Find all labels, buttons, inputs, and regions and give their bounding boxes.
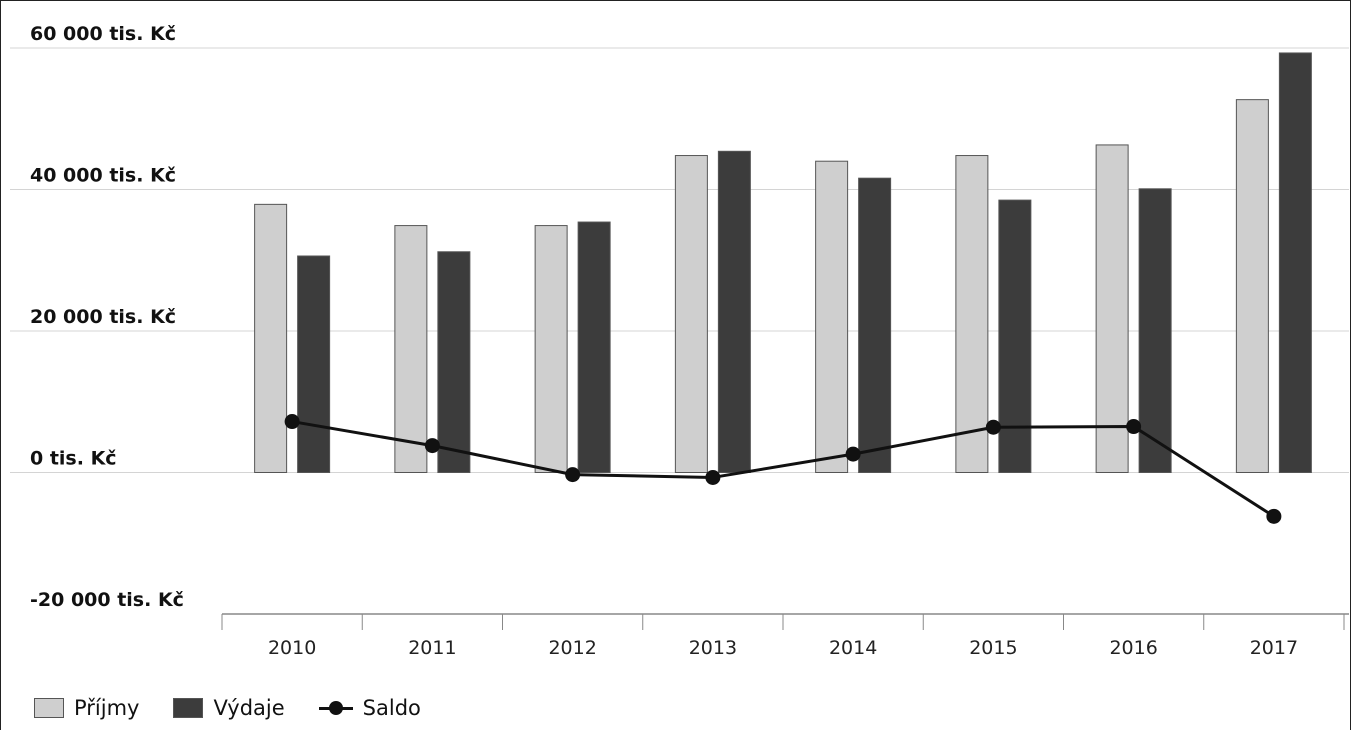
saldo-point-2014[interactable] [845, 446, 861, 462]
legend-label-prijmy: Příjmy [74, 696, 140, 720]
y-tick-label: -20 000 tis. Kč [30, 589, 184, 611]
bar-prijmy-2010[interactable] [254, 203, 288, 473]
bar-prijmy-2013[interactable] [674, 155, 708, 473]
y-tick-label: 60 000 tis. Kč [30, 23, 176, 45]
bar-vydaje-2014[interactable] [858, 177, 892, 473]
saldo-point-2010[interactable] [284, 414, 300, 430]
x-tick-label: 2014 [829, 637, 877, 659]
bar-vydaje-2011[interactable] [437, 251, 471, 473]
legend-label-saldo: Saldo [362, 696, 421, 720]
saldo-point-2016[interactable] [1126, 419, 1142, 435]
bar-vydaje-2016[interactable] [1138, 188, 1172, 473]
x-tick-label: 2015 [969, 637, 1017, 659]
legend: Příjmy Výdaje Saldo [34, 693, 421, 723]
legend-item-prijmy[interactable]: Příjmy [34, 696, 139, 720]
bar-vydaje-2013[interactable] [717, 150, 751, 473]
saldo-point-2012[interactable] [565, 467, 581, 483]
legend-item-vydaje[interactable]: Výdaje [173, 696, 285, 720]
x-tick-label: 2016 [1109, 637, 1157, 659]
legend-swatch-prijmy [34, 698, 64, 718]
y-tick-label: 0 tis. Kč [30, 448, 117, 470]
bar-prijmy-2011[interactable] [394, 225, 428, 473]
saldo-point-2015[interactable] [985, 419, 1001, 435]
x-tick-label: 2017 [1250, 637, 1298, 659]
bar-vydaje-2012[interactable] [577, 221, 611, 473]
bar-prijmy-2014[interactable] [815, 160, 849, 473]
x-axis: 2010 2011 2012 2013 2014 2015 2016 2017 [221, 614, 1345, 659]
bar-prijmy-2012[interactable] [534, 225, 568, 473]
saldo-point-2017[interactable] [1266, 508, 1282, 524]
x-tick-label: 2012 [548, 637, 596, 659]
x-tick-label: 2010 [268, 637, 316, 659]
legend-item-saldo[interactable]: Saldo [318, 696, 421, 720]
y-tick-label: 20 000 tis. Kč [30, 306, 176, 328]
y-axis-ticks: 60 000 tis. Kč 40 000 tis. Kč 20 000 tis. … [30, 23, 184, 611]
legend-symbol-saldo [318, 698, 353, 718]
saldo-point-2013[interactable] [705, 469, 721, 485]
y-tick-label: 40 000 tis. Kč [30, 165, 176, 187]
bar-prijmy-2016[interactable] [1095, 144, 1129, 474]
bar-prijmy-2017[interactable] [1235, 99, 1269, 474]
x-tick-label: 2013 [689, 637, 737, 659]
saldo-line [291, 420, 1275, 518]
legend-label-vydaje: Výdaje [213, 696, 285, 720]
saldo-line-series [284, 414, 1282, 524]
bars [254, 52, 1312, 474]
bar-vydaje-2010[interactable] [297, 255, 331, 473]
saldo-point-2011[interactable] [424, 438, 440, 454]
bar-vydaje-2015[interactable] [998, 199, 1032, 474]
legend-swatch-vydaje [173, 698, 204, 718]
bar-prijmy-2015[interactable] [955, 155, 989, 473]
bar-vydaje-2017[interactable] [1278, 52, 1312, 473]
x-tick-label: 2011 [408, 637, 456, 659]
